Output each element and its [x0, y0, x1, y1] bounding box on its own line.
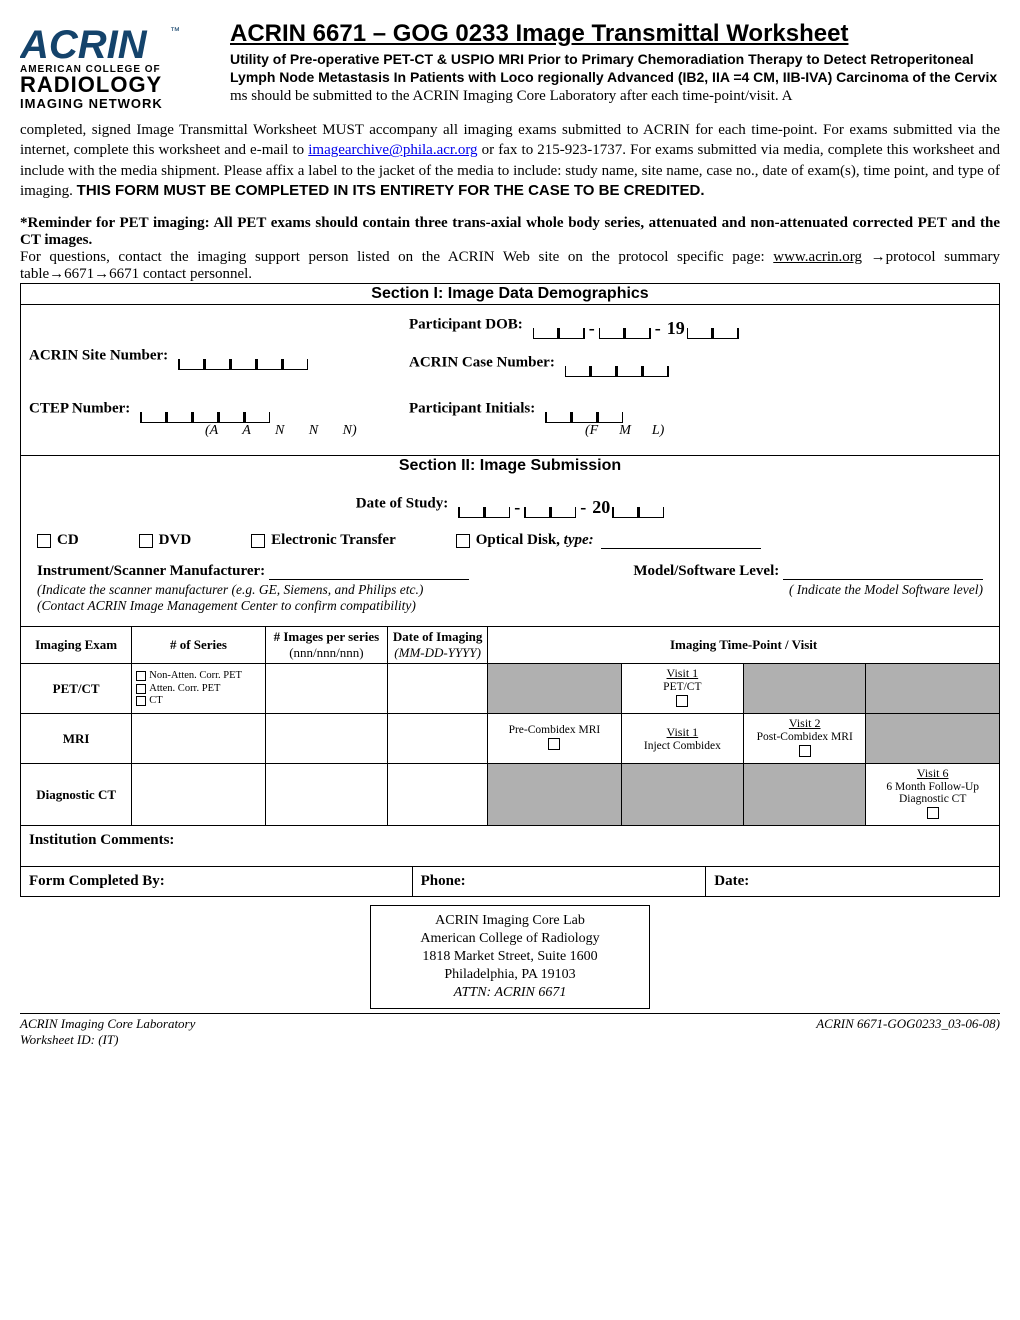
ct-numimg[interactable] [265, 764, 387, 826]
dob-boxes[interactable]: --19 [533, 311, 739, 339]
mri-series[interactable] [132, 714, 265, 764]
scanner-label: Instrument/Scanner Manufacturer: [37, 563, 469, 580]
comments-cell[interactable]: Institution Comments: [21, 826, 1000, 866]
email-link[interactable]: imagearchive@phila.acr.org [308, 142, 477, 158]
footer-left1: ACRIN Imaging Core Laboratory [20, 1016, 195, 1032]
imaging-table: Imaging Exam # of Series # Images per se… [20, 626, 1000, 826]
ctep-label: CTEP Number: [29, 401, 130, 417]
mri-v2[interactable]: Visit 2 Post-Combidex MRI [744, 714, 866, 764]
scanner-blank[interactable] [269, 566, 469, 580]
petct-c4 [866, 664, 1000, 714]
media-cd[interactable]: CD [37, 532, 79, 549]
subtitle: Utility of Pre-operative PET-CT & USPIO … [230, 50, 1000, 86]
scanner-hint2: ( Indicate the Model Software level) [789, 582, 983, 598]
ctep-hint: (A A N N N) [29, 423, 409, 439]
petct-visit1[interactable]: Visit 1 PET/CT [621, 664, 743, 714]
dos-boxes[interactable]: --20 [458, 490, 664, 518]
section2-box: Date of Study: --20 CD DVD Electronic Tr… [20, 476, 1000, 626]
petct-date[interactable] [388, 664, 488, 714]
scanner-hint1: (Indicate the scanner manufacturer (e.g.… [37, 582, 423, 598]
phone-cell[interactable]: Phone: [412, 866, 706, 896]
site-boxes[interactable] [178, 342, 308, 370]
address-box: ACRIN Imaging Core Lab American College … [370, 905, 650, 1010]
completed-cell[interactable]: Form Completed By: [21, 866, 413, 896]
th-visit: Imaging Time-Point / Visit [488, 627, 1000, 664]
media-dvd[interactable]: DVD [139, 532, 192, 549]
ct-c3 [744, 764, 866, 826]
ct-v6[interactable]: Visit 6 6 Month Follow-Up Diagnostic CT [866, 764, 1000, 826]
svg-text:™: ™ [170, 26, 180, 37]
model-label: Model/Software Level: [633, 563, 983, 580]
scanner-hint3: (Contact ACRIN Image Management Center t… [37, 598, 416, 614]
contact-line: For questions, contact the imaging suppo… [20, 249, 1000, 283]
mri-c4 [866, 714, 1000, 764]
svg-text:IMAGING NETWORK: IMAGING NETWORK [20, 96, 163, 111]
ctep-boxes[interactable] [140, 395, 270, 423]
th-date: Date of Imaging(MM-DD-YYYY) [388, 627, 488, 664]
section2-header: Section II: Image Submission [20, 456, 1000, 476]
th-series: # of Series [132, 627, 265, 664]
media-et[interactable]: Electronic Transfer [251, 532, 396, 549]
initials-hint: (F M L) [409, 423, 991, 439]
body-lead-fragment: ms should be submitted to the ACRIN Imag… [230, 88, 792, 104]
svg-text:ACRIN: ACRIN [20, 23, 148, 67]
main-title: ACRIN 6671 – GOG 0233 Image Transmittal … [230, 20, 1000, 48]
bottom-table: Institution Comments: Form Completed By:… [20, 826, 1000, 897]
logo: ACRIN ™ AMERICAN COLLEGE OF RADIOLOGY IM… [20, 20, 220, 120]
footer-right: ACRIN 6671-GOG0233_03-06-08) [816, 1016, 1000, 1032]
dos-label: Date of Study: [356, 496, 449, 512]
mri-numimg[interactable] [265, 714, 387, 764]
row-ct-name: Diagnostic CT [21, 764, 132, 826]
footer-left2: Worksheet ID: (IT) [20, 1032, 1000, 1048]
th-numimg: # Images per series(nnn/nnn/nnn) [265, 627, 387, 664]
th-exam: Imaging Exam [21, 627, 132, 664]
initials-boxes[interactable] [545, 395, 623, 423]
date-cell[interactable]: Date: [706, 866, 1000, 896]
mri-v1: Visit 1 Inject Combidex [621, 714, 743, 764]
svg-text:RADIOLOGY: RADIOLOGY [20, 72, 162, 97]
media-od[interactable]: Optical Disk, type: [456, 532, 761, 549]
mri-pre[interactable]: Pre-Combidex MRI [488, 714, 621, 764]
pet-reminder: *Reminder for PET imaging: All PET exams… [20, 215, 1000, 249]
petct-numimg[interactable] [265, 664, 387, 714]
body-bold: THIS FORM MUST BE COMPLETED IN ITS ENTIR… [77, 182, 705, 199]
ct-date[interactable] [388, 764, 488, 826]
petct-c1 [488, 664, 621, 714]
section1-box: ACRIN Site Number: Participant DOB: --19… [20, 304, 1000, 456]
ct-series[interactable] [132, 764, 265, 826]
petct-opts[interactable]: Non-Atten. Corr. PET Atten. Corr. PET CT [132, 664, 265, 714]
site-label: ACRIN Site Number: [29, 348, 168, 364]
acrin-url: www.acrin.org [773, 249, 862, 265]
initials-label: Participant Initials: [409, 401, 535, 417]
case-label: ACRIN Case Number: [409, 355, 555, 371]
case-boxes[interactable] [565, 349, 669, 377]
row-mri-name: MRI [21, 714, 132, 764]
petct-c3 [744, 664, 866, 714]
model-blank[interactable] [783, 566, 983, 580]
footer: ACRIN Imaging Core Laboratory ACRIN 6671… [20, 1013, 1000, 1032]
row-petct-name: PET/CT [21, 664, 132, 714]
ct-c2 [621, 764, 743, 826]
instructions: completed, signed Image Transmittal Work… [20, 120, 1000, 201]
mri-date[interactable] [388, 714, 488, 764]
section1-header: Section I: Image Data Demographics [20, 283, 1000, 304]
ct-c1 [488, 764, 621, 826]
dob-label: Participant DOB: [409, 317, 523, 333]
